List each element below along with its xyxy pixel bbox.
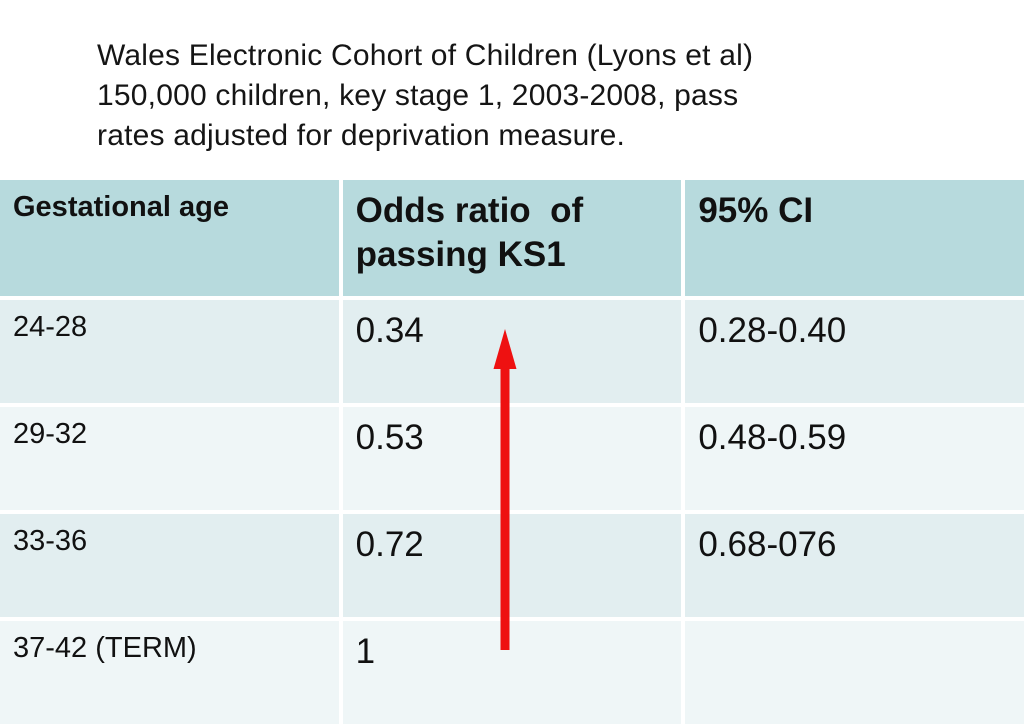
column-header-odds-ratio: Odds ratio of passing KS1 [342, 180, 682, 296]
column-header-95ci: 95% CI [685, 180, 1024, 296]
cell-gestational-age: 37-42 (TERM) [0, 621, 339, 724]
slide-title-line: Wales Electronic Cohort of Children (Lyo… [97, 39, 754, 72]
slide-title: Wales Electronic Cohort of Children (Lyo… [97, 36, 857, 156]
cell-odds-ratio: 0.34 [342, 300, 682, 403]
cell-gestational-age: 24-28 [0, 300, 339, 403]
slide-title-line: 150,000 children, key stage 1, 2003-2008… [97, 79, 739, 112]
results-table: Gestational age Odds ratio of passing KS… [0, 180, 1024, 724]
cell-odds-ratio: 0.72 [342, 514, 682, 617]
cell-gestational-age: 33-36 [0, 514, 339, 617]
column-header-gestational-age: Gestational age [0, 180, 339, 296]
slide-title-line: rates adjusted for deprivation measure. [97, 119, 626, 152]
cell-ci: 0.28-0.40 [685, 300, 1024, 403]
cell-ci: 0.68-076 [685, 514, 1024, 617]
cell-odds-ratio: 0.53 [342, 407, 682, 510]
cell-gestational-age: 29-32 [0, 407, 339, 510]
cell-ci: 0.48-0.59 [685, 407, 1024, 510]
cell-odds-ratio: 1 [342, 621, 682, 724]
cell-ci [685, 621, 1024, 724]
